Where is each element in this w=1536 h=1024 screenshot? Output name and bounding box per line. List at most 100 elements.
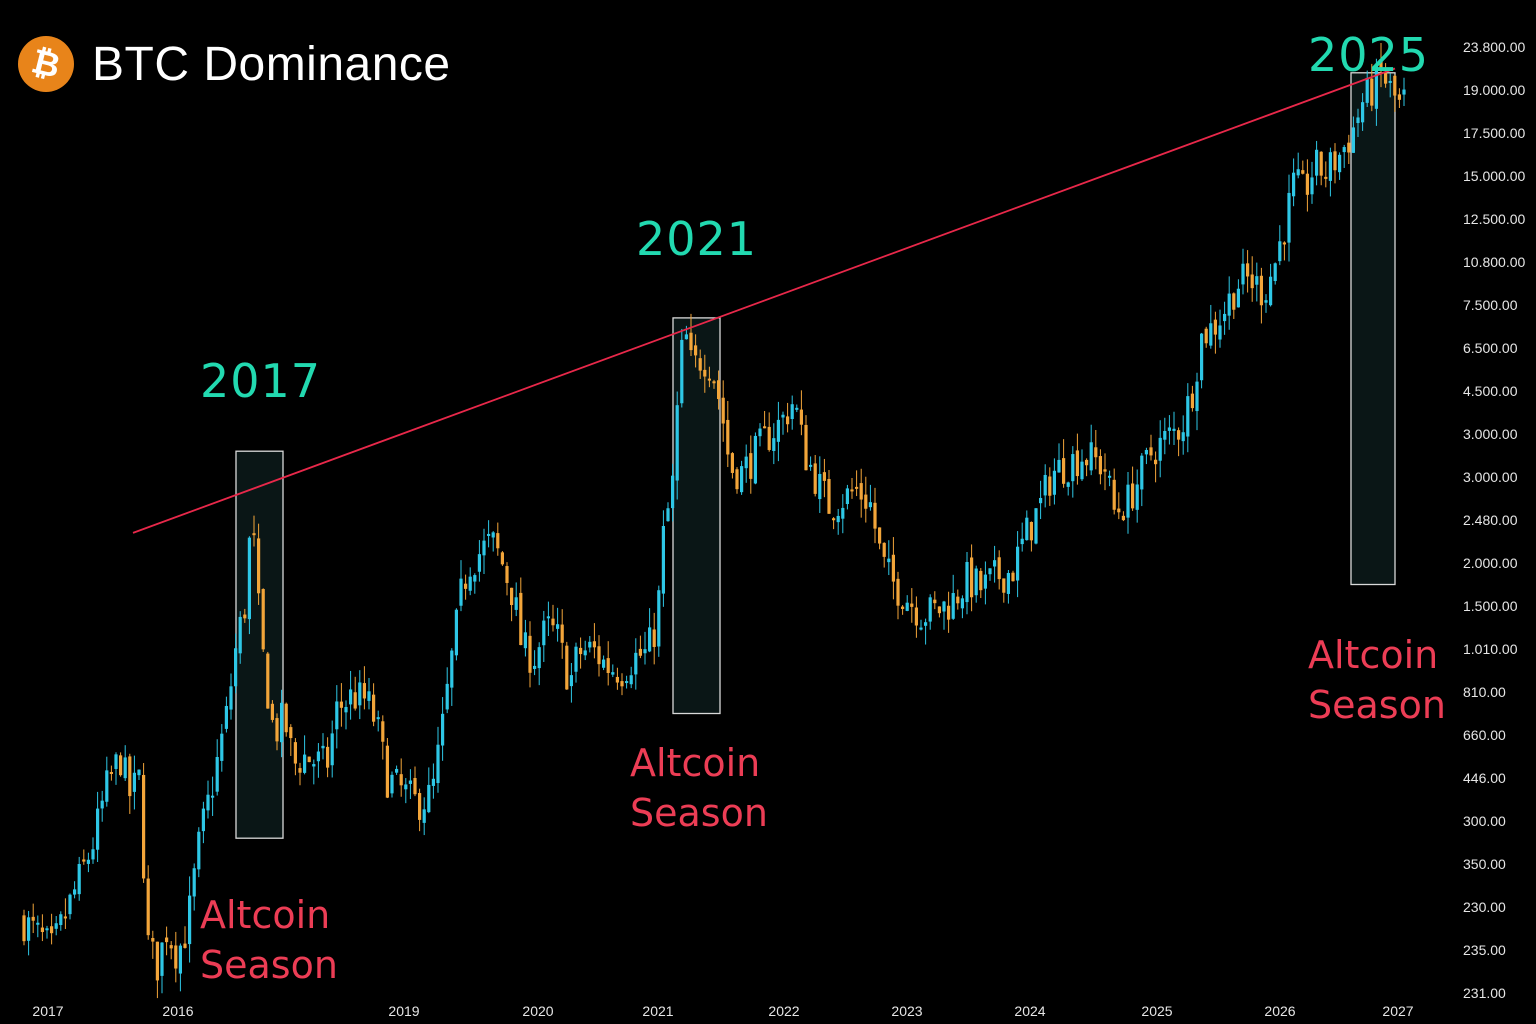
candle-body <box>1080 461 1084 480</box>
candle-body <box>1195 381 1199 412</box>
candle-body <box>744 456 748 469</box>
candle-body <box>349 689 353 705</box>
candle-body <box>1057 459 1061 473</box>
resistance-trendline <box>132 67 1396 534</box>
candle-body <box>579 647 583 655</box>
candle-body <box>197 831 201 870</box>
candle-body <box>422 809 426 823</box>
candle-body <box>910 603 914 607</box>
candle-body <box>96 808 100 850</box>
candle-body <box>726 419 730 455</box>
candle-body <box>1370 78 1374 106</box>
candle-body <box>1062 458 1066 484</box>
candle-body <box>1131 483 1135 509</box>
candle-body <box>1328 152 1332 181</box>
candle-body <box>514 597 518 610</box>
candle-body <box>951 593 955 619</box>
candle-body <box>1278 241 1282 262</box>
candle-body <box>1112 479 1116 510</box>
candle-body <box>303 754 307 773</box>
candle-body <box>109 771 113 774</box>
candle-body <box>261 589 265 650</box>
candle-body <box>1172 428 1176 431</box>
y-tick-label: 810.00 <box>1463 684 1506 700</box>
candle-body <box>1140 455 1144 490</box>
candle-body <box>1384 72 1388 84</box>
candle-body <box>1342 147 1346 153</box>
candle-body <box>238 616 242 654</box>
candle-body <box>1397 94 1401 100</box>
y-tick-label: 1.010.00 <box>1463 641 1518 657</box>
candle-body <box>1209 323 1213 346</box>
candle-body <box>1089 442 1093 471</box>
candle-body <box>1236 288 1240 308</box>
candle-body <box>1301 170 1305 174</box>
candle-body <box>542 620 546 646</box>
candle-body <box>183 943 187 948</box>
candle-body <box>326 746 330 768</box>
x-tick-label: 2017 <box>32 1003 63 1019</box>
candle-body <box>1296 169 1300 176</box>
candle-body <box>220 733 224 761</box>
candle-body <box>188 895 192 945</box>
candle-body <box>211 795 215 798</box>
candle-body <box>192 868 196 897</box>
candle-body <box>459 578 463 606</box>
candle-body <box>845 488 849 505</box>
candle-body <box>588 641 592 648</box>
candle-body <box>132 772 136 792</box>
candle-body <box>293 742 297 764</box>
candle-body <box>123 757 127 779</box>
candle-body <box>27 917 31 941</box>
candle-body <box>1264 300 1268 303</box>
candle-body <box>1149 447 1153 456</box>
candle-body <box>657 590 661 647</box>
candle-body <box>818 473 822 500</box>
x-tick-label: 2025 <box>1141 1003 1172 1019</box>
y-tick-label: 19.000.00 <box>1463 82 1525 98</box>
candle-body <box>312 764 316 767</box>
candle-body <box>54 923 58 929</box>
altcoin-season-label-2017: Altcoin Season <box>200 893 338 987</box>
candle-body <box>565 645 569 690</box>
candle-body <box>809 464 813 467</box>
x-tick-label: 2020 <box>522 1003 553 1019</box>
candle-body <box>335 701 339 730</box>
cycle-year-label-2025: 2025 <box>1308 28 1430 82</box>
candle-body <box>418 793 422 820</box>
candle-body <box>648 627 652 652</box>
candle-body <box>137 769 141 776</box>
candle-body <box>1282 242 1286 245</box>
candle-body <box>606 658 610 673</box>
candle-body <box>937 606 941 614</box>
candle-body <box>1177 430 1181 440</box>
candle-body <box>1402 89 1406 95</box>
candle-body <box>827 479 831 514</box>
candle-body <box>491 532 495 538</box>
candle-body <box>1126 484 1130 518</box>
candle-body <box>450 650 454 688</box>
candle-body <box>353 692 357 709</box>
candle-body <box>1066 482 1070 487</box>
candle-body <box>983 574 987 589</box>
candle-body <box>473 575 477 582</box>
candle-body <box>45 928 49 931</box>
candle-body <box>666 508 670 522</box>
candle-body <box>615 676 619 683</box>
y-tick-label: 446.00 <box>1463 770 1506 786</box>
candle-body <box>753 435 757 484</box>
candle-body <box>864 494 868 509</box>
candle-body <box>1319 151 1323 176</box>
candle-body <box>1213 319 1217 335</box>
candle-body <box>454 609 458 656</box>
candle-body <box>1365 77 1369 103</box>
candle-body <box>979 570 983 591</box>
candle-body <box>477 554 481 572</box>
candle-body <box>1255 276 1259 285</box>
y-tick-label: 4.500.00 <box>1463 383 1518 399</box>
altcoin-season-label-2025: Altcoin Season <box>1308 633 1446 727</box>
candle-body <box>105 770 109 802</box>
candle-body <box>201 808 205 832</box>
candle-body <box>1085 459 1089 466</box>
candle-body <box>436 744 440 784</box>
